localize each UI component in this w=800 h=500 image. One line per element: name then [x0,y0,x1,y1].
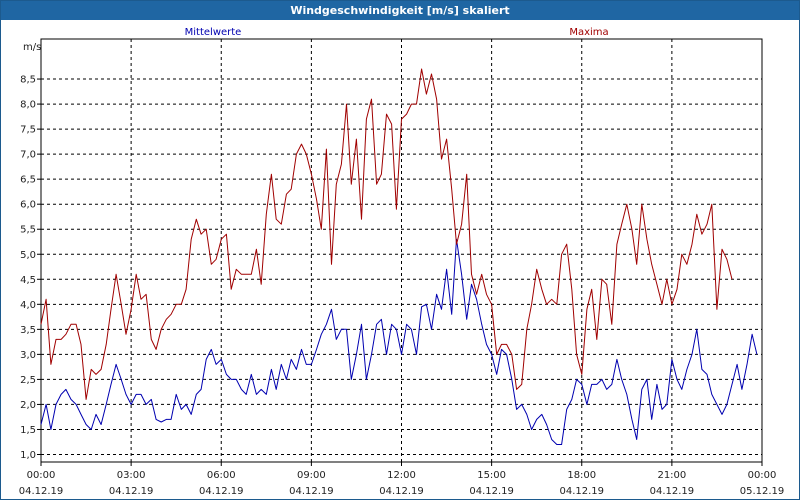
y-tick-label: 2,5 [20,375,36,386]
y-tick-label: 4,5 [20,275,36,286]
y-tick-label: 1,0 [20,450,36,461]
x-tick-date-label: 04.12.19 [289,486,334,497]
x-tick-date-label: 04.12.19 [109,486,154,497]
y-tick-label: 3,0 [20,350,36,361]
x-tick-date-label: 04.12.19 [559,486,604,497]
y-tick-label: 6,5 [20,175,36,186]
x-tick-time-label: 00:00 [748,470,777,481]
x-tick-time-label: 18:00 [567,470,596,481]
series-label-mittelwerte: Mittelwerte [185,27,242,38]
series-line-mittelwerte [40,238,758,445]
window-title: Windgeschwindigkeit [m/s] skaliert [1,1,799,20]
y-tick-label: 3,5 [20,325,36,336]
y-tick-label: 6,0 [20,200,36,211]
series-group [40,68,758,445]
y-tick-label: 4,0 [20,300,36,311]
y-tick-label: 8,5 [20,75,36,86]
x-tick-time-label: 03:00 [117,470,146,481]
series-line-maxima [40,68,733,400]
y-tick-label: 7,5 [20,125,36,136]
x-tick-date-label: 04.12.19 [199,486,244,497]
y-axis-unit-label: m/s [23,42,41,53]
x-tick-date-label: 04.12.19 [650,486,695,497]
y-axis-ticks: 1,0 1,5 2,0 2,5 3,0 3,5 4,0 4,5 5,0 5,5 6,0 6,5 7,0 7… [20,75,41,461]
x-tick-date-label: 04.12.19 [469,486,514,497]
x-tick-time-label: 12:00 [387,470,416,481]
x-tick-time-label: 09:00 [297,470,326,481]
series-label-maxima: Maxima [569,27,608,38]
y-tick-label: 2,0 [20,400,36,411]
x-axis-ticks: 00:00 04.12.19 03:00 04.12.19 06:00 04.12.19 0… [19,462,785,497]
x-tick-date-label: 04.12.19 [19,486,64,497]
x-tick-date-label: 04.12.19 [379,486,424,497]
x-tick-date-label: 05.12.19 [740,486,785,497]
gridlines [41,39,762,462]
y-tick-label: 5,0 [20,250,36,261]
y-tick-label: 7,0 [20,150,36,161]
y-tick-label: 5,5 [20,225,36,236]
line-chart: 1,0 1,5 2,0 2,5 3,0 3,5 4,0 4,5 5,0 5,5 6,0 6,5 7,0 7… [19,27,785,497]
x-tick-time-label: 06:00 [207,470,236,481]
y-tick-label: 1,5 [20,425,36,436]
y-tick-label: 8,0 [20,100,36,111]
x-tick-time-label: 00:00 [27,470,56,481]
x-tick-time-label: 15:00 [477,470,506,481]
x-tick-time-label: 21:00 [657,470,686,481]
